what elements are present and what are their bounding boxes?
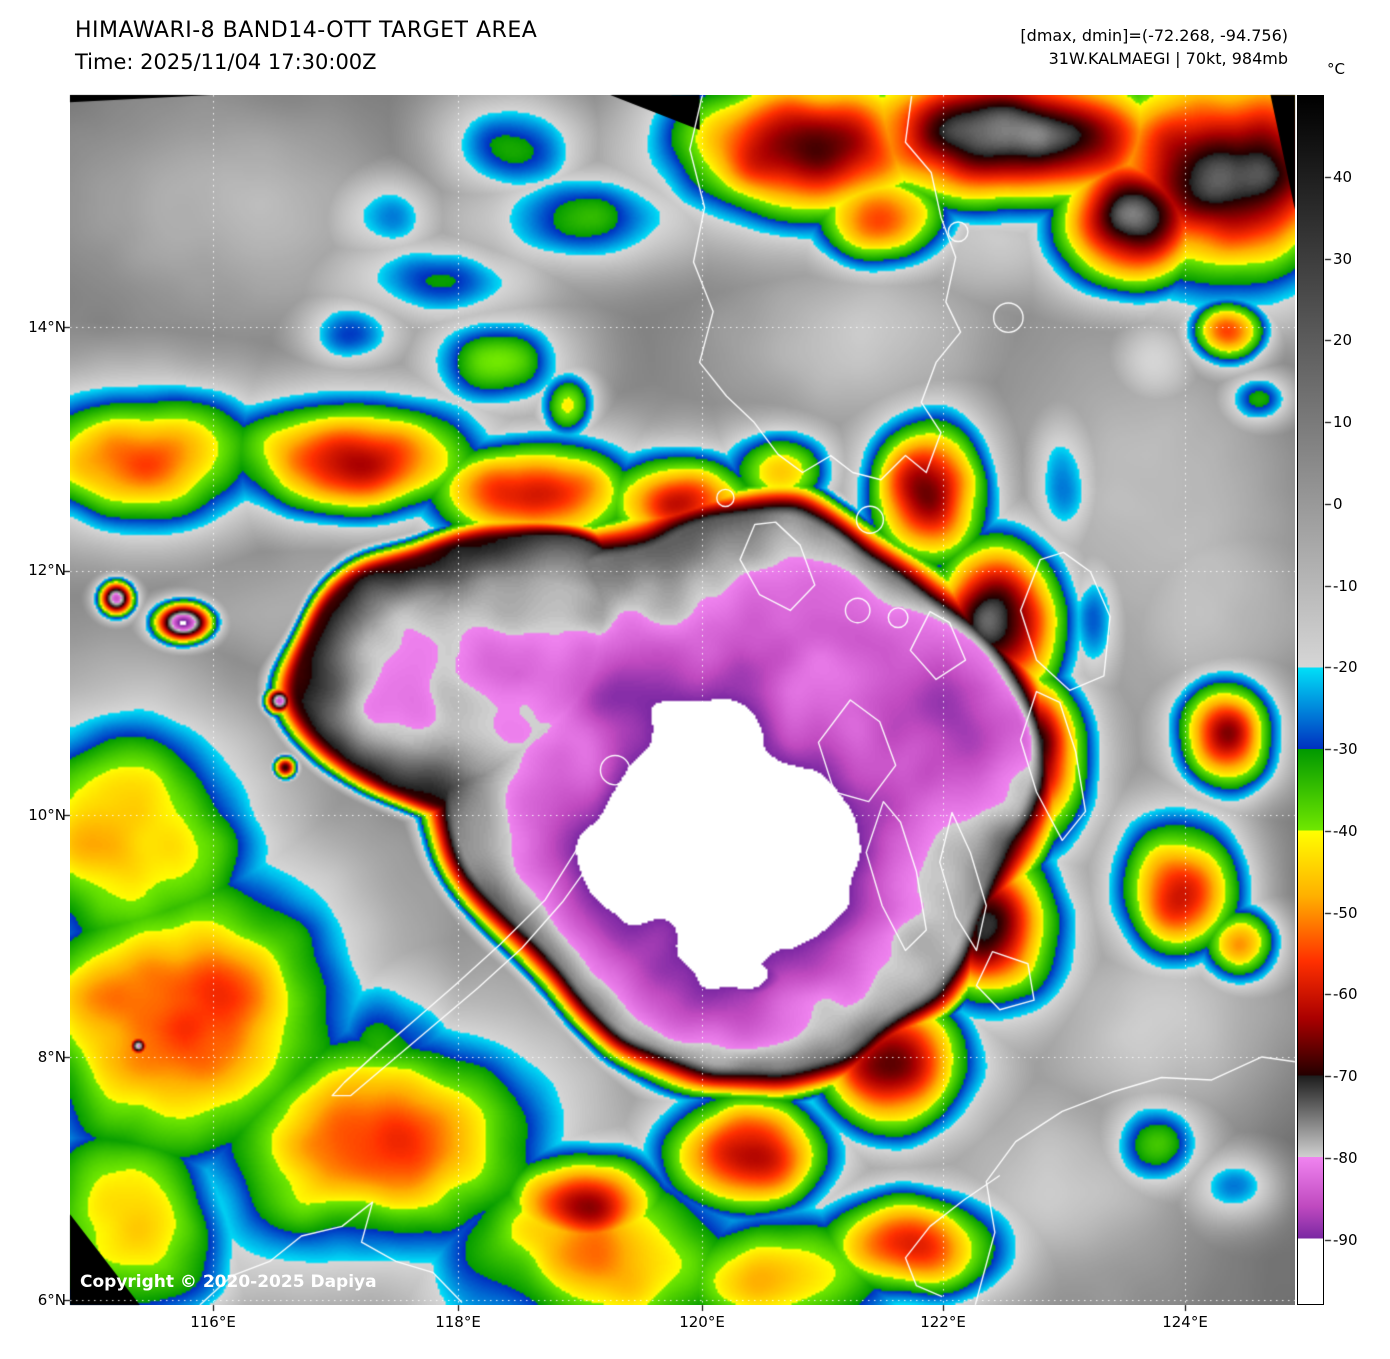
- plot-time: Time: 2025/11/04 17:30:00Z: [75, 50, 377, 74]
- lat-label-6n: 6°N: [37, 1291, 66, 1309]
- lon-label-120e: 120°E: [679, 1313, 725, 1331]
- lat-label-12n: 12°N: [28, 561, 66, 579]
- colorbar-tick-m20: -20: [1333, 658, 1358, 676]
- lon-label-116e: 116°E: [190, 1313, 236, 1331]
- colorbar-tick-m60: -60: [1333, 985, 1358, 1003]
- colorbar-gradient: [1298, 96, 1323, 1304]
- satellite-image-canvas: [70, 95, 1295, 1305]
- colorbar-tick-m30: -30: [1333, 740, 1358, 758]
- dmax-dmin-readout: [dmax, dmin]=(-72.268, -94.756): [1020, 26, 1288, 45]
- colorbar-tick-20: 20: [1333, 331, 1353, 349]
- colorbar-tick-30: 30: [1333, 250, 1353, 268]
- lon-label-118e: 118°E: [435, 1313, 481, 1331]
- colorbar-tick-m50: -50: [1333, 904, 1358, 922]
- colorbar: [1297, 95, 1324, 1305]
- colorbar-tick-m80: -80: [1333, 1149, 1358, 1167]
- storm-info: 31W.KALMAEGI | 70kt, 984mb: [1048, 49, 1288, 68]
- copyright-watermark: Copyright © 2020-2025 Dapiya: [80, 1272, 377, 1292]
- colorbar-tick-m90: -90: [1333, 1231, 1358, 1249]
- colorbar-tick-m10: -10: [1333, 577, 1358, 595]
- lon-label-124e: 124°E: [1162, 1313, 1208, 1331]
- plot-title: HIMAWARI-8 BAND14-OTT TARGET AREA: [75, 18, 538, 43]
- lat-label-10n: 10°N: [28, 806, 66, 824]
- colorbar-tick-m40: -40: [1333, 822, 1358, 840]
- lat-label-8n: 8°N: [37, 1048, 66, 1066]
- colorbar-tick-10: 10: [1333, 413, 1353, 431]
- colorbar-unit-label: °C: [1327, 60, 1345, 78]
- lat-label-14n: 14°N: [28, 318, 66, 336]
- colorbar-tick-40: 40: [1333, 168, 1353, 186]
- colorbar-tick-0: 0: [1333, 495, 1343, 513]
- lon-label-122e: 122°E: [920, 1313, 966, 1331]
- colorbar-tick-m70: -70: [1333, 1067, 1358, 1085]
